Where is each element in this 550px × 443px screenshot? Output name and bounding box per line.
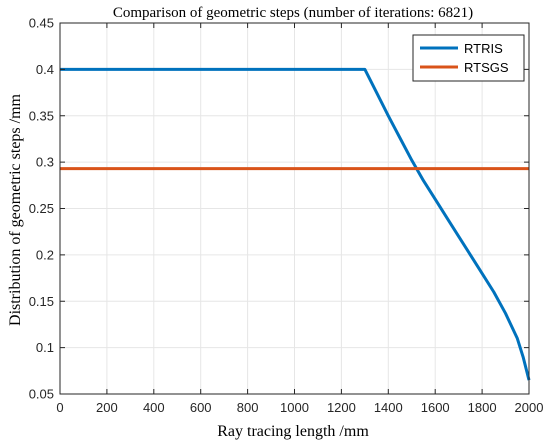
x-axis: 0 200 400 600 800 1000 1200 1400 1600 1800 2000 xyxy=(56,23,543,415)
y-tick-label: 0.2 xyxy=(36,247,54,262)
x-tick-label: 800 xyxy=(237,400,259,415)
y-axis-label: Distribution of geometric steps /mm xyxy=(7,93,24,326)
legend: RTRIS RTSGS xyxy=(412,34,525,82)
x-tick-label: 1800 xyxy=(468,400,497,415)
series-group xyxy=(60,67,531,381)
x-tick-label: 200 xyxy=(96,400,118,415)
x-axis-label: Ray tracing length /mm xyxy=(217,423,369,440)
x-tick-label: 1000 xyxy=(280,400,309,415)
y-tick-label: 0.05 xyxy=(29,387,54,402)
y-tick-label: 0.15 xyxy=(29,294,54,309)
x-tick-label: 0 xyxy=(56,400,63,415)
y-axis: 0.05 0.1 0.15 0.2 0.25 0.3 0.35 0.4 0.45 xyxy=(29,16,529,402)
series-line-rtris xyxy=(60,67,531,381)
y-tick-label: 0.3 xyxy=(36,155,54,170)
x-tick-label: 1600 xyxy=(421,400,450,415)
legend-label-rtsgs: RTSGS xyxy=(464,60,509,75)
y-tick-label: 0.4 xyxy=(36,62,54,77)
x-tick-label: 400 xyxy=(143,400,165,415)
y-tick-label: 0.45 xyxy=(29,16,54,31)
legend-label-rtris: RTRIS xyxy=(464,41,503,56)
y-tick-label: 0.25 xyxy=(29,201,54,216)
x-tick-label: 1200 xyxy=(327,400,356,415)
y-tick-label: 0.35 xyxy=(29,108,54,123)
chart-title: Comparison of geometric steps (number of… xyxy=(113,5,473,21)
x-tick-label: 2000 xyxy=(515,400,544,415)
x-tick-label: 600 xyxy=(190,400,212,415)
x-tick-label: 1400 xyxy=(374,400,403,415)
y-tick-label: 0.1 xyxy=(36,340,54,355)
legend-box xyxy=(412,34,525,82)
